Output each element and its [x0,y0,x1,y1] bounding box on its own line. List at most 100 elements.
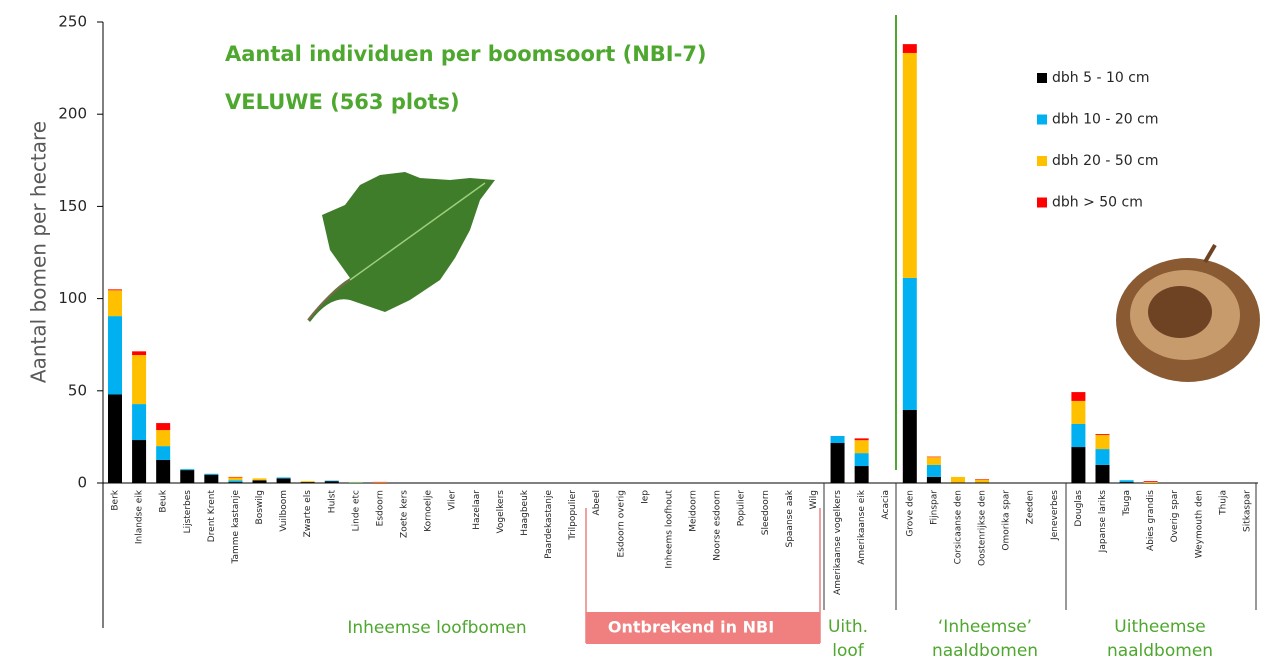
x-tick-label: Oostenrijkse den [978,490,988,566]
bar-segment [156,423,171,431]
x-tick-label: Vlier [448,490,458,511]
x-tick-label: Drent Krent [207,490,217,543]
bar-segment [854,453,869,467]
group-label: loof [832,641,865,661]
group-label: naaldbomen [1107,641,1213,661]
x-tick-label: Sleedoorn [761,490,771,535]
bar-segment [276,477,291,479]
bar-segment [950,476,965,483]
bar-segment [108,289,122,291]
group-label: Inheemse loofbomen [347,618,526,638]
bar-segment [108,290,122,317]
bar-segment [902,52,917,278]
x-tick-label: Linde etc [351,490,361,531]
bar-segment [902,277,917,410]
bar-segment [1071,423,1086,448]
bar-segment [950,482,965,483]
bar-segment [1071,400,1086,424]
bar-segment [854,466,869,483]
bar-segment [108,394,122,483]
y-tick-label: 150 [58,197,87,215]
x-tick-label: Sitkaspar [1243,490,1253,532]
birch-leaf [307,172,495,322]
legend-swatch [1037,197,1047,208]
x-tick-label: Tamme kastanje [231,490,241,565]
bar-segment [300,481,315,483]
bar-segment [228,482,243,483]
y-axis-label: Aantal bomen per hectare [27,121,51,383]
bar-segment [830,442,845,483]
x-tick-label: Amerikaanse eik [857,489,867,565]
bar-segment [228,477,243,481]
x-tick-label: Inheems loofhout [664,490,674,569]
x-tick-label: Hulst [327,490,337,514]
missing-box [586,612,820,644]
x-tick-label: Corsicaanse den [953,490,963,564]
group-label: Uith. [828,617,868,637]
x-tick-label: Inlandse eik [135,489,145,544]
bar-segment [1095,435,1110,450]
bar-segment [854,440,869,454]
x-tick-label: Abies grandis [1146,490,1156,551]
x-tick-label: Kornoelje [424,490,434,532]
bar-segment [830,435,845,443]
legend-swatch [1037,114,1047,125]
x-tick-label: Wilg [809,490,819,509]
y-tick-label: 200 [58,105,87,123]
bar-segment [902,44,917,53]
x-tick-label: Grove den [905,490,915,537]
x-tick-label: Jeneverbes [1050,490,1060,541]
bar-segment [372,481,387,483]
bar-segment [132,440,147,483]
bar-segment [926,464,941,477]
bar-segment [156,446,171,460]
legend-label: dbh > 50 cm [1052,195,1143,211]
bar-segment [1095,434,1110,436]
x-tick-label: Zwarte els [303,490,313,538]
bar-segment [926,476,941,483]
x-tick-label: Trilpopulier [568,490,578,541]
bar-segment [204,474,219,483]
group-label: naaldbomen [932,641,1038,661]
x-tick-label: Zeeden [1026,490,1036,524]
bar-segment [276,478,291,483]
bar-segment [324,480,339,482]
x-tick-label: Abeel [592,490,602,515]
x-tick-label: Amerikaanse vogelkers [833,490,843,595]
bar-segment [132,404,147,441]
x-tick-label: Overig spar [1170,490,1180,543]
x-tick-label: Noorse esdoorn [713,490,723,561]
bar-segment [975,479,990,483]
bar-segment [252,478,267,481]
x-tick-label: Spaanse aak [785,489,795,547]
x-tick-label: Thuja [1218,490,1228,516]
x-tick-label: Hazelaar [472,490,482,530]
bar-segment [1071,392,1086,401]
bar-segment [1071,447,1086,483]
bar-segment [228,476,243,478]
chart-title: Aantal individuen per boomsoort (NBI-7) [225,42,707,66]
bar-segment [926,457,941,465]
legend-label: dbh 20 - 50 cm [1052,153,1158,169]
chart-subtitle: VELUWE (563 plots) [225,90,460,114]
x-tick-label: Lijsterbes [183,490,193,534]
x-tick-label: Boswilg [255,490,265,524]
bar-segment [1095,449,1110,465]
x-tick-label: Fijnspar [929,490,939,525]
x-tick-label: Populier [737,490,747,527]
x-tick-label: Beuk [159,489,169,512]
bar-segment [180,469,195,471]
bar-segment [854,438,869,441]
x-tick-label: Haagbeuk [520,489,530,535]
bar-segment [975,479,990,480]
x-tick-label: Iep [640,490,650,504]
x-tick-label: Esdoorn [375,490,385,526]
group-label: ‘Inheemse’ [938,617,1032,637]
group-label: Ontbrekend in NBI [608,618,774,637]
x-tick-label: Weymouth den [1194,490,1204,558]
bar-segment [204,473,219,475]
x-tick-label: Esdoorn overig [616,490,626,558]
legend-swatch [1037,73,1047,83]
